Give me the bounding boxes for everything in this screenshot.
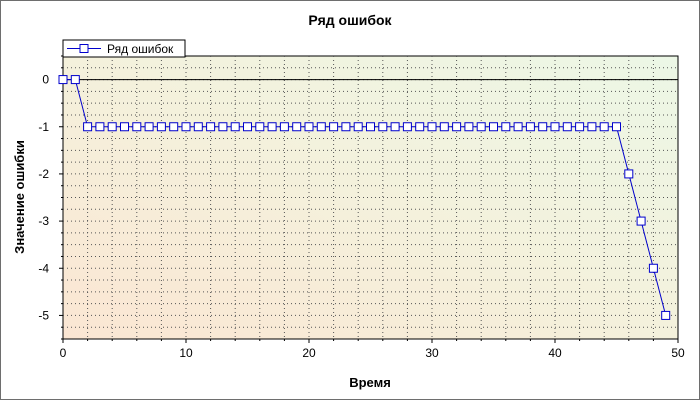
- data-point: [378, 122, 388, 132]
- data-point: [538, 122, 548, 132]
- data-point: [489, 122, 498, 132]
- data-point: [218, 122, 228, 132]
- series-layer: [58, 75, 671, 320]
- data-point: [95, 122, 105, 132]
- data-point: [612, 122, 621, 132]
- data-point: [599, 122, 609, 132]
- data-point: [132, 122, 142, 132]
- data-point: [513, 122, 523, 132]
- data-point: [525, 122, 535, 132]
- data-point: [636, 216, 646, 226]
- legend: Ряд ошибок: [62, 39, 186, 58]
- data-point: [181, 122, 191, 132]
- y-axis-title: Значение ошибки: [12, 140, 27, 254]
- y-tick-label: -2: [38, 167, 49, 181]
- data-point: [501, 122, 511, 132]
- data-point: [255, 122, 265, 132]
- data-point: [452, 122, 462, 132]
- x-tick-label: 50: [671, 346, 685, 360]
- data-point: [156, 122, 166, 132]
- chart-title: Ряд ошибок: [308, 12, 392, 28]
- data-point: [587, 122, 597, 132]
- data-point: [661, 310, 671, 320]
- data-point: [304, 122, 314, 132]
- data-point: [648, 263, 658, 273]
- x-tick-label: 40: [548, 346, 562, 360]
- legend-label: Ряд ошибок: [107, 42, 174, 56]
- data-point: [390, 122, 400, 132]
- data-point: [464, 122, 474, 132]
- data-point: [292, 122, 302, 132]
- data-point: [144, 122, 154, 132]
- data-point: [624, 169, 634, 179]
- data-point: [58, 75, 68, 85]
- data-point: [366, 122, 375, 132]
- data-point: [70, 75, 80, 85]
- y-tick-label: 0: [42, 73, 49, 87]
- data-point: [439, 122, 449, 132]
- axis-ticks: 0 10 20 30 40 50 0 -1 -2 -3 -4 -5: [38, 55, 685, 360]
- x-tick-label: 20: [302, 346, 316, 360]
- data-point: [575, 122, 585, 132]
- data-point: [341, 122, 351, 132]
- data-point: [83, 122, 93, 132]
- data-point: [206, 122, 216, 132]
- data-point: [230, 122, 240, 132]
- data-point: [402, 122, 412, 132]
- data-point: [279, 122, 289, 132]
- data-point: [415, 122, 425, 132]
- data-point: [329, 122, 339, 132]
- data-point: [267, 122, 277, 132]
- y-tick-label: -5: [38, 308, 49, 322]
- legend-marker-icon: [79, 44, 89, 53]
- data-point: [243, 122, 252, 132]
- data-point: [120, 122, 129, 132]
- y-tick-label: -1: [38, 120, 49, 134]
- data-point: [550, 122, 560, 132]
- data-point: [427, 122, 437, 132]
- data-point: [476, 122, 486, 132]
- data-point: [169, 122, 179, 132]
- data-point: [562, 122, 572, 132]
- x-tick-label: 0: [60, 346, 67, 360]
- x-tick-label: 10: [179, 346, 193, 360]
- data-point: [193, 122, 203, 132]
- data-point: [353, 122, 363, 132]
- y-tick-label: -3: [38, 214, 49, 228]
- x-tick-label: 30: [425, 346, 439, 360]
- data-point: [107, 122, 117, 132]
- x-axis-title: Время: [349, 375, 391, 390]
- legend-box: [62, 39, 186, 58]
- y-tick-label: -4: [38, 261, 49, 275]
- data-point: [316, 122, 326, 132]
